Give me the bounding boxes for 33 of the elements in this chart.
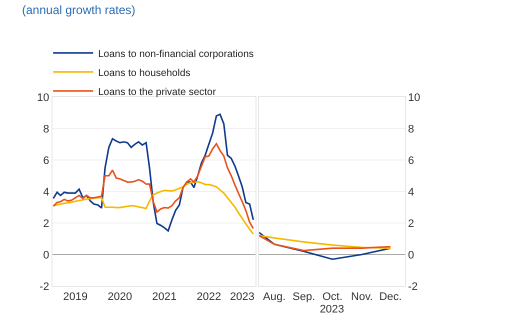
line-series xyxy=(259,232,392,260)
x-tick-label: 2021 xyxy=(152,291,177,304)
y2-tick-label: 4 xyxy=(408,186,414,198)
x-tick-label: 2023 xyxy=(230,291,254,304)
line-series xyxy=(52,142,254,230)
y-tick-label: 2 xyxy=(43,218,50,230)
y-tick-label: 10 xyxy=(37,92,50,104)
chart-title: (annual growth rates) xyxy=(22,3,136,17)
x-tick-label: Nov. xyxy=(351,291,373,304)
x-tick-label: 2022 xyxy=(196,291,222,304)
line-series xyxy=(52,114,254,232)
y-tick-label: 0 xyxy=(43,249,50,262)
y-tick-label: 6 xyxy=(43,154,50,167)
legend-label: Loans to households xyxy=(98,68,190,79)
y-tick-label: 8 xyxy=(43,123,50,136)
x-tick-label: Sep. xyxy=(292,291,316,304)
x-tick-label: Aug. xyxy=(262,291,286,304)
legend-label: Loans to non-financial corporations xyxy=(98,48,254,60)
y2-tick-label: 0 xyxy=(408,249,414,262)
y2-tick-label: -2 xyxy=(408,280,418,293)
x-tick-label: Oct. xyxy=(322,291,342,304)
y2-tick-label: 6 xyxy=(408,154,414,167)
y2-tick-label: 10 xyxy=(408,92,420,104)
line-series xyxy=(52,180,254,235)
y2-tick-label: 8 xyxy=(408,123,414,136)
x-axis-title: 2023 xyxy=(320,303,344,316)
y2-tick-label: 2 xyxy=(408,218,414,230)
x-tick-label: Dec. xyxy=(379,291,402,304)
x-tick-label: 2020 xyxy=(108,291,132,304)
y-tick-label: 4 xyxy=(43,186,50,198)
y-tick-label: -2 xyxy=(39,280,50,293)
legend-label: Loans to the private sector xyxy=(98,86,217,98)
x-tick-label: 2019 xyxy=(63,291,88,304)
